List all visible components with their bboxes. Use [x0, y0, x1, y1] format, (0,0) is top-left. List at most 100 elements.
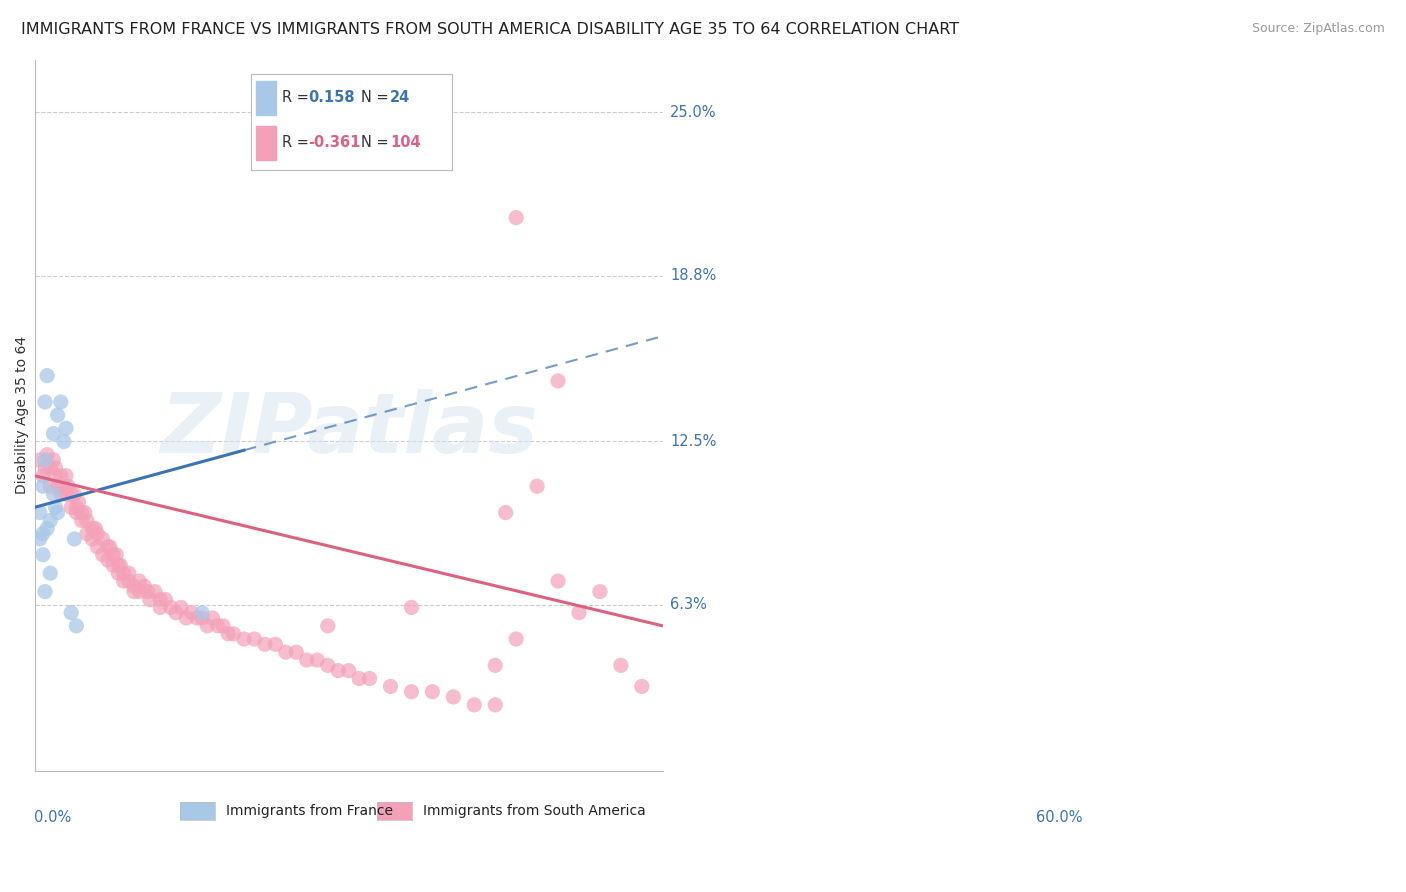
Point — [105, 548, 128, 562]
Point — [201, 611, 224, 625]
Point — [191, 606, 214, 620]
Point — [122, 584, 145, 599]
Point — [65, 500, 87, 515]
Point — [91, 548, 114, 562]
Point — [233, 632, 256, 646]
Point — [316, 619, 339, 633]
Point — [568, 606, 591, 620]
Point — [86, 540, 108, 554]
Point — [217, 626, 239, 640]
Point — [39, 514, 62, 528]
Point — [180, 606, 202, 620]
Point — [28, 453, 51, 467]
Point — [73, 506, 96, 520]
Point — [128, 584, 150, 599]
Point — [65, 506, 87, 520]
Point — [170, 600, 193, 615]
Point — [34, 460, 56, 475]
Text: 18.8%: 18.8% — [671, 268, 717, 283]
Point — [328, 664, 350, 678]
Point — [186, 611, 208, 625]
Point — [70, 514, 93, 528]
Point — [149, 600, 172, 615]
Point — [42, 426, 65, 441]
Point — [484, 658, 506, 673]
Point — [97, 540, 120, 554]
Point — [191, 611, 214, 625]
Text: 0.0%: 0.0% — [34, 810, 70, 825]
Point — [589, 584, 612, 599]
Point — [34, 453, 56, 467]
Text: Immigrants from South America: Immigrants from South America — [423, 804, 645, 818]
Point — [463, 698, 485, 712]
Point — [28, 506, 51, 520]
Point — [46, 506, 69, 520]
Point — [49, 487, 72, 501]
Point — [138, 592, 160, 607]
Point — [253, 637, 276, 651]
Point — [76, 514, 98, 528]
Point — [67, 495, 90, 509]
Point — [55, 468, 77, 483]
Point — [630, 680, 652, 694]
Point — [155, 592, 177, 607]
Point — [32, 548, 55, 562]
Point — [347, 672, 370, 686]
Point — [107, 558, 129, 573]
Point — [39, 566, 62, 581]
Point — [91, 532, 114, 546]
Point — [44, 460, 66, 475]
Point — [46, 479, 69, 493]
Point — [610, 658, 633, 673]
Text: IMMIGRANTS FROM FRANCE VS IMMIGRANTS FROM SOUTH AMERICA DISABILITY AGE 35 TO 64 : IMMIGRANTS FROM FRANCE VS IMMIGRANTS FRO… — [21, 22, 959, 37]
Point — [380, 680, 402, 694]
Point — [207, 619, 229, 633]
Point — [28, 532, 51, 546]
Point — [101, 558, 124, 573]
Point — [285, 645, 308, 659]
Point — [84, 521, 107, 535]
Point — [195, 619, 218, 633]
Point — [274, 645, 297, 659]
Point — [39, 460, 62, 475]
Point — [101, 548, 124, 562]
Point — [159, 600, 181, 615]
Text: ZIPatlas: ZIPatlas — [160, 389, 537, 470]
Point — [165, 606, 187, 620]
Point — [52, 479, 75, 493]
Point — [49, 468, 72, 483]
Point — [176, 611, 198, 625]
Point — [44, 500, 66, 515]
Text: 12.5%: 12.5% — [671, 434, 717, 449]
Point — [34, 395, 56, 409]
Point — [52, 434, 75, 449]
Point — [112, 574, 135, 588]
Point — [212, 619, 235, 633]
Point — [337, 664, 360, 678]
Point — [505, 211, 527, 225]
Point — [295, 653, 318, 667]
Point — [65, 619, 87, 633]
Point — [505, 632, 527, 646]
Point — [56, 479, 79, 493]
Point — [32, 468, 55, 483]
Point — [70, 506, 93, 520]
Point — [526, 479, 548, 493]
Point — [264, 637, 287, 651]
Point — [359, 672, 381, 686]
Point — [82, 521, 104, 535]
Point — [37, 521, 59, 535]
Point — [98, 540, 121, 554]
Point — [307, 653, 329, 667]
Point — [46, 408, 69, 422]
Point — [222, 626, 245, 640]
Point — [82, 532, 104, 546]
Text: 6.3%: 6.3% — [671, 598, 707, 612]
Point — [44, 468, 66, 483]
Point — [547, 574, 569, 588]
Text: Source: ZipAtlas.com: Source: ZipAtlas.com — [1251, 22, 1385, 36]
Point — [316, 658, 339, 673]
Point — [55, 421, 77, 435]
Point — [134, 579, 156, 593]
Point — [49, 395, 72, 409]
